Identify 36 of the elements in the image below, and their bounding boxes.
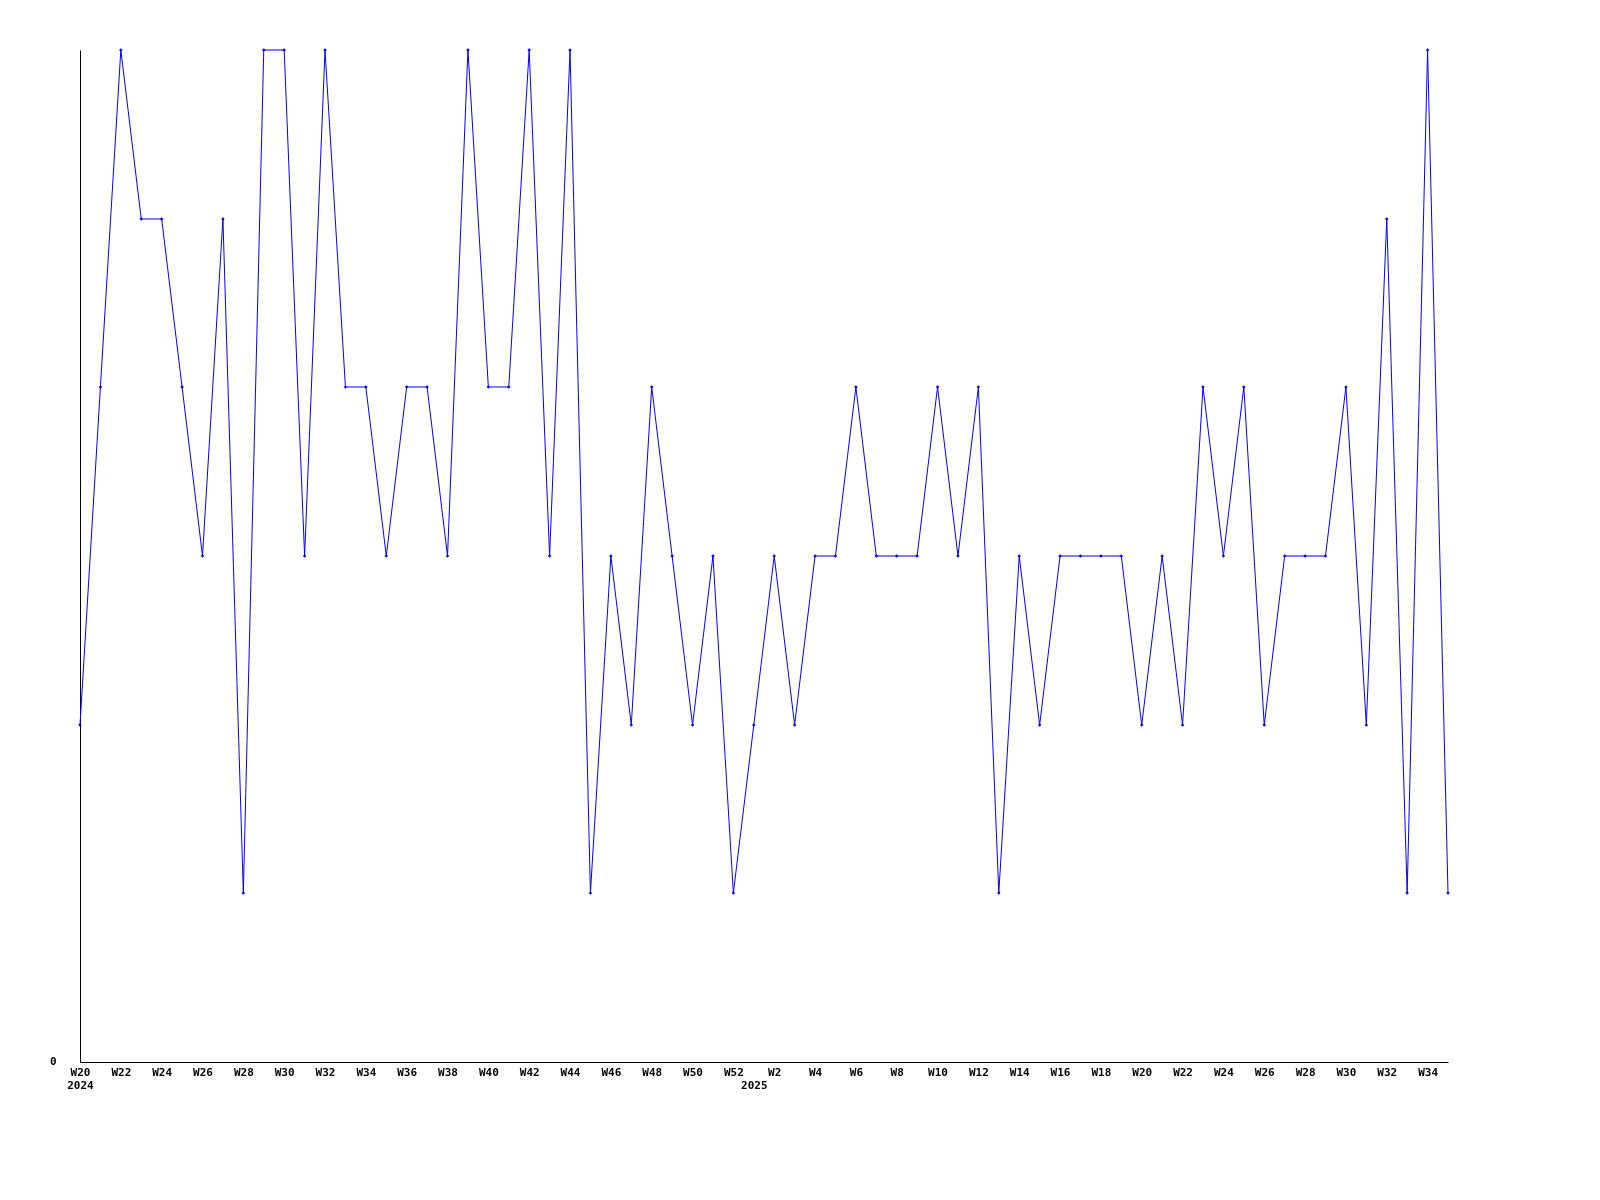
x-tick-label: W26 — [1254, 1065, 1276, 1079]
x-tick-label: W40 — [478, 1065, 499, 1079]
x-tick-label: 2025 — [741, 1078, 768, 1092]
x-tick-label: W30 — [1336, 1065, 1357, 1079]
x-tick-label: W48 — [642, 1065, 663, 1079]
x-tick-label: W52 — [723, 1065, 744, 1079]
x-tick-label: W30 — [274, 1065, 295, 1079]
x-tick-label: W24 — [1213, 1065, 1235, 1079]
x-tick-label: W28 — [1295, 1065, 1316, 1079]
x-tick-label: W6 — [849, 1065, 864, 1079]
x-tick-label: W42 — [519, 1065, 540, 1079]
x-tick-label: W16 — [1050, 1065, 1071, 1079]
x-tick-label: W22 — [111, 1065, 132, 1079]
x-tick-label: W32 — [1377, 1065, 1398, 1079]
x-tick-label: W28 — [233, 1065, 254, 1079]
x-tick-label: W10 — [928, 1065, 948, 1079]
x-tick-label: W20 2024 — [67, 1065, 95, 1092]
x-tick-label: W18 — [1091, 1065, 1112, 1079]
x-tick-label: W38 — [438, 1065, 458, 1079]
x-tick-label: W32 — [315, 1065, 336, 1079]
x-tick-label: W34 — [1418, 1065, 1439, 1079]
x-tick-label: W24 — [152, 1065, 173, 1079]
x-tick-label: W34 — [356, 1065, 377, 1079]
x-tick-label: W20 — [1132, 1065, 1153, 1079]
x-tick-label: W50 — [683, 1065, 703, 1079]
x-tick-label: W14 — [1009, 1065, 1031, 1079]
x-tick-label: W2 — [768, 1065, 782, 1079]
text: 0 — [50, 1055, 57, 1068]
x-tick-label: W26 — [193, 1065, 214, 1079]
x-tick-label: W46 — [601, 1065, 622, 1079]
x-tick-label: W44 — [560, 1065, 581, 1079]
x-tick-label: W8 — [890, 1065, 904, 1079]
x-tick-label: W36 — [397, 1065, 418, 1079]
x-tick-label: W12 — [968, 1065, 989, 1079]
x-tick-label: W4 — [808, 1065, 823, 1079]
x-tick-label: W22 — [1173, 1065, 1193, 1079]
